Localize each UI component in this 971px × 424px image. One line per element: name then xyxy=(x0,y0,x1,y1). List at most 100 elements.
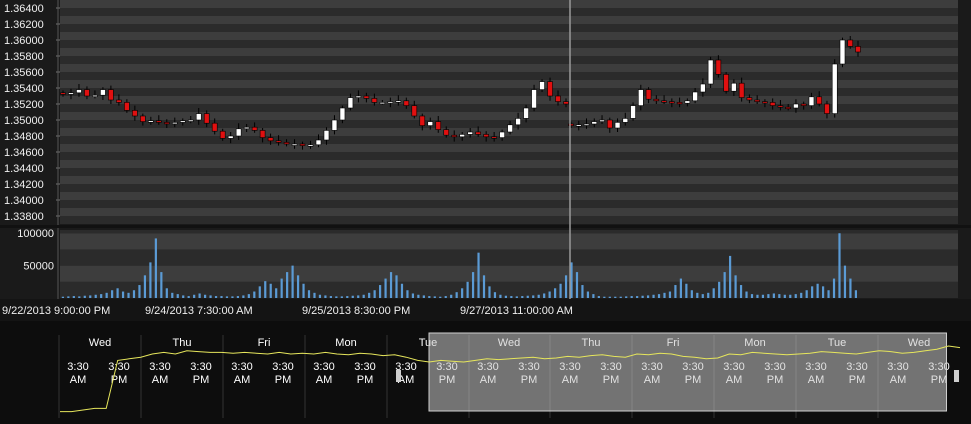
volume-bar xyxy=(526,295,529,298)
volume-bar xyxy=(663,292,666,298)
candle-body xyxy=(606,119,613,129)
volume-bar xyxy=(636,296,639,298)
candle-body xyxy=(235,128,242,137)
candle-body xyxy=(363,95,370,99)
time-axis-label: 9/27/2013 11:00:00 AM xyxy=(460,305,573,317)
candle-body xyxy=(692,91,698,102)
candle-body xyxy=(156,120,162,123)
candle-body xyxy=(211,122,218,132)
navigator-time-label: 3:30 xyxy=(313,361,334,373)
volume-bar xyxy=(72,296,75,298)
candle-body xyxy=(283,142,290,145)
volume-bar xyxy=(121,291,125,298)
volume-bar xyxy=(619,296,622,298)
candle-body xyxy=(645,89,652,100)
price-tick-label: 1.35400 xyxy=(4,83,44,95)
candle-body xyxy=(669,101,675,104)
price-grid-band xyxy=(60,80,958,88)
volume-bar xyxy=(816,283,819,298)
volume-bar xyxy=(657,294,661,298)
price-grid-band xyxy=(60,48,958,56)
navigator-ampm-label: AM xyxy=(152,374,169,386)
candle-body xyxy=(371,98,378,103)
volume-bar xyxy=(264,281,267,298)
volume-bar xyxy=(761,294,765,298)
pane-divider[interactable] xyxy=(0,225,971,228)
volume-bar xyxy=(94,294,97,298)
price-tick-label: 1.36000 xyxy=(4,35,44,47)
volume-bar xyxy=(510,296,513,298)
volume-bar xyxy=(597,296,600,298)
volume-bar xyxy=(193,294,196,298)
candle-body xyxy=(661,100,667,103)
volume-bar xyxy=(389,272,393,298)
candle-body xyxy=(108,89,114,101)
candle-body xyxy=(467,131,473,135)
price-grid-band xyxy=(60,160,958,168)
navigator-left-handle[interactable] xyxy=(396,370,401,382)
candle-body xyxy=(84,89,90,97)
volume-bar xyxy=(707,292,710,298)
navigator-time-label: 3:30 xyxy=(354,361,375,373)
price-grid-band xyxy=(60,200,958,208)
price-grid-band xyxy=(60,88,958,96)
time-axis-labels: 9/22/2013 9:00:00 PM 9/24/2013 7:30:00 AM… xyxy=(2,305,573,317)
navigator-day-label: Wed xyxy=(89,337,111,349)
volume-bar xyxy=(838,233,841,298)
volume-axis-labels: 100000 50000 xyxy=(17,228,54,272)
volume-bar xyxy=(800,292,803,298)
volume-bar xyxy=(696,292,699,298)
volume-grid-bands xyxy=(60,230,958,298)
volume-bar xyxy=(690,290,693,298)
volume-bar xyxy=(280,278,283,298)
navigator-ampm-label: PM xyxy=(357,374,374,386)
navigator-selection-window[interactable] xyxy=(428,332,947,412)
volume-grid-band xyxy=(60,265,958,282)
volume-bar xyxy=(154,238,157,298)
volume-bar xyxy=(428,296,431,298)
price-grid-band xyxy=(60,32,958,40)
navigator-ampm-label: AM xyxy=(398,374,415,386)
candle-body xyxy=(395,100,402,103)
volume-bar xyxy=(466,281,469,298)
price-grid-band xyxy=(60,40,958,48)
volume-bar xyxy=(521,296,524,298)
candle-body xyxy=(203,113,210,124)
volume-bar xyxy=(400,283,404,298)
candle-body xyxy=(777,105,784,108)
volume-bar xyxy=(83,295,86,298)
volume-bar xyxy=(482,275,486,298)
volume-bar xyxy=(625,296,628,298)
candle-body xyxy=(824,103,830,114)
volume-bar xyxy=(559,283,562,298)
volume-bar xyxy=(532,295,535,298)
volume-bar xyxy=(723,272,726,298)
volume-bar xyxy=(187,296,190,298)
candle-body xyxy=(92,94,98,97)
navigator-time-label: 3:30 xyxy=(149,361,170,373)
candle-body xyxy=(219,130,226,139)
price-grid-bands xyxy=(60,0,958,224)
volume-bar xyxy=(78,296,81,298)
navigator-right-handle[interactable] xyxy=(954,370,959,382)
candle-body xyxy=(339,107,346,121)
volume-bar xyxy=(236,296,240,298)
volume-bar xyxy=(439,296,442,298)
candle-body xyxy=(700,83,706,93)
candle-body xyxy=(459,134,466,138)
volume-bar xyxy=(105,292,108,298)
navigator-time-label: 3:30 xyxy=(272,361,293,373)
volume-bar xyxy=(176,294,179,298)
volume-bar xyxy=(307,290,311,298)
candle-body xyxy=(291,143,298,146)
price-tick-label: 1.34000 xyxy=(4,195,44,207)
navigator-time-label: 3:30 xyxy=(67,361,88,373)
price-grid-band xyxy=(60,24,958,32)
navigator-ampm-label: PM xyxy=(275,374,292,386)
price-grid-band xyxy=(60,216,958,224)
volume-bar xyxy=(499,294,502,298)
volume-bar xyxy=(608,296,611,298)
volume-bar xyxy=(198,293,201,298)
candle-body xyxy=(622,118,629,123)
